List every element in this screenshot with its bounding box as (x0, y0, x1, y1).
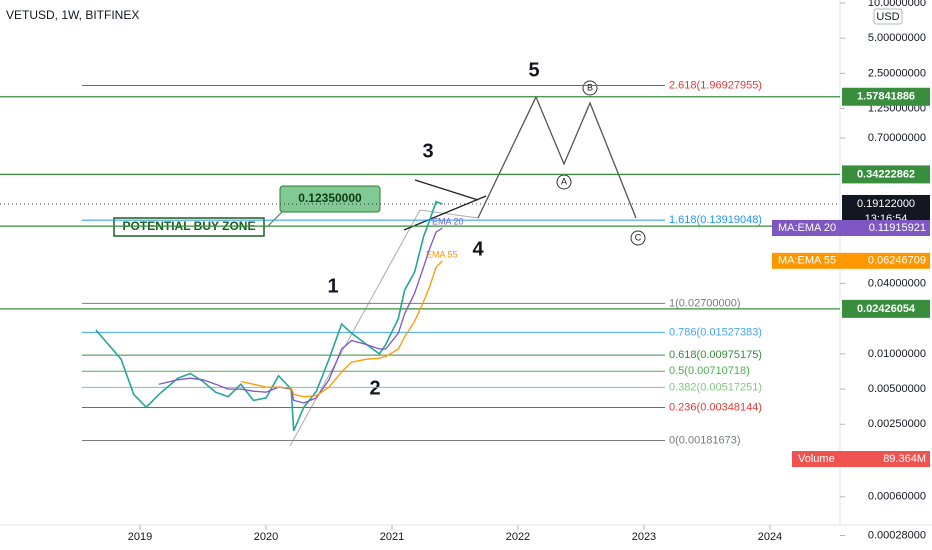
volume-name: Volume (798, 453, 835, 465)
wave-label: 4 (472, 238, 484, 260)
fib-label: 0.618(0.00975175) (669, 349, 762, 361)
ema-name: MA:EMA 55 (778, 255, 836, 267)
y-tick-label: 0.00500000 (868, 383, 926, 395)
ema-value: 0.11915921 (869, 222, 926, 234)
volume-tag (792, 451, 930, 467)
x-tick-label: 2019 (128, 531, 152, 543)
fib-label: 0.236(0.00348144) (669, 401, 762, 413)
wave-label: 2 (369, 377, 380, 399)
buy-zone-box (113, 217, 265, 237)
y-tick-label: 5.00000000 (868, 32, 926, 44)
fib-label: 0(0.00181673) (669, 434, 741, 446)
currency: USD (876, 11, 899, 23)
level-label: 0.34222862 (857, 168, 915, 180)
x-tick-label: 2020 (254, 531, 278, 543)
series-line (95, 200, 443, 432)
y-tick-label: 0.04000000 (868, 277, 926, 289)
triangle-line (403, 195, 487, 231)
correction-label: A (561, 176, 567, 186)
fib-label: 1(0.02700000) (669, 297, 741, 309)
x-tick-label: 2023 (632, 531, 656, 543)
callout-pointer (267, 211, 283, 227)
y-tick-label: 0.00250000 (868, 418, 926, 430)
ema-tag-box (772, 219, 930, 236)
wave-label: 5 (528, 59, 539, 81)
currency-box (873, 8, 903, 25)
correction-label: C (635, 232, 642, 242)
correction-circle (582, 80, 598, 96)
level-tag (842, 87, 930, 106)
series-line (158, 227, 443, 404)
level-tag (842, 165, 930, 184)
ema-tag: EMA 55 (426, 249, 458, 259)
x-tick-label: 2021 (380, 531, 404, 543)
ema-value: 0.06246709 (868, 255, 926, 267)
projection-path (477, 95, 637, 219)
series-line (240, 260, 443, 398)
fib-label: 0.786(0.01527383) (669, 326, 762, 338)
ema-tag-box (772, 252, 930, 269)
callout-label: 0.12350000 (298, 191, 362, 205)
level-label: 1.57841886 (857, 91, 915, 103)
volume-value: 89.364M (883, 453, 926, 465)
wave-channel (289, 209, 479, 447)
level-label: 0.02426054 (857, 303, 916, 315)
correction-label: B (587, 82, 593, 92)
fib-label: 1.618(0.13919048) (669, 214, 762, 226)
x-tick-label: 2022 (506, 531, 530, 543)
callout-box (279, 185, 381, 213)
y-tick-label: 10.0000000 (868, 0, 926, 9)
level-tag (842, 299, 930, 318)
y-tick-label: 0.70000000 (868, 132, 926, 144)
last-price-label: 0.19122000 (857, 198, 915, 210)
wave-label: 3 (422, 140, 433, 162)
y-tick-label: 2.50000000 (868, 67, 926, 79)
chart-title: VETUSD, 1W, BITFINEX (6, 8, 139, 22)
fib-label: 2.618(1.96927955) (669, 79, 762, 91)
x-tick-label: 2024 (758, 531, 782, 543)
triangle-line (414, 179, 479, 201)
fib-label: 0.382(0.00517251) (669, 381, 762, 393)
wave-label: 1 (327, 275, 338, 297)
ema-tag: EMA 20 (432, 216, 464, 226)
y-tick-label: 0.00028000 (868, 529, 926, 541)
ema-name: MA:EMA 20 (778, 222, 836, 234)
correction-circle (630, 230, 646, 246)
y-tick-label: 0.01000000 (868, 348, 926, 360)
fib-label: 0.5(0.00710718) (669, 365, 750, 377)
y-tick-label: 0.00060000 (868, 491, 926, 503)
